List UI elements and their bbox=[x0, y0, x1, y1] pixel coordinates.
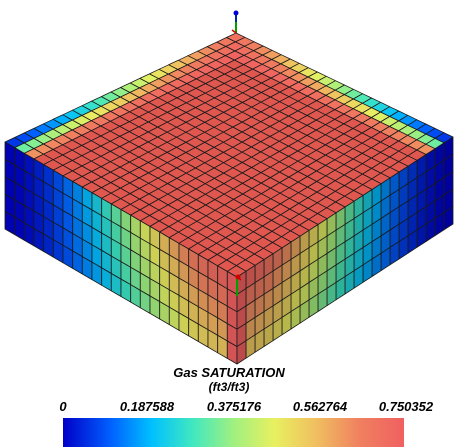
orientation-axis-top bbox=[231, 10, 239, 34]
reservoir-left-face bbox=[4, 141, 238, 365]
legend-units: (ft3/ft3) bbox=[208, 380, 250, 394]
legend-tick-label: 0.187588 bbox=[119, 399, 175, 414]
reservoir-top-face bbox=[4, 32, 454, 278]
grid-cell-side bbox=[236, 340, 247, 365]
axis-tip-x bbox=[235, 274, 241, 280]
legend-tick-label: 0.375176 bbox=[206, 399, 262, 414]
axis-tip-z bbox=[233, 10, 239, 16]
axis-line-x bbox=[231, 29, 237, 34]
legend-tick-label: 0 bbox=[59, 399, 67, 414]
legend-colorbar bbox=[63, 418, 404, 447]
reservoir-right-face bbox=[236, 136, 454, 365]
legend-title: Gas SATURATION bbox=[173, 365, 285, 380]
legend-tick-label: 0.562764 bbox=[292, 399, 348, 414]
legend-tick-label: 0.750352 bbox=[378, 399, 434, 414]
orientation-axis-corner bbox=[235, 274, 242, 296]
